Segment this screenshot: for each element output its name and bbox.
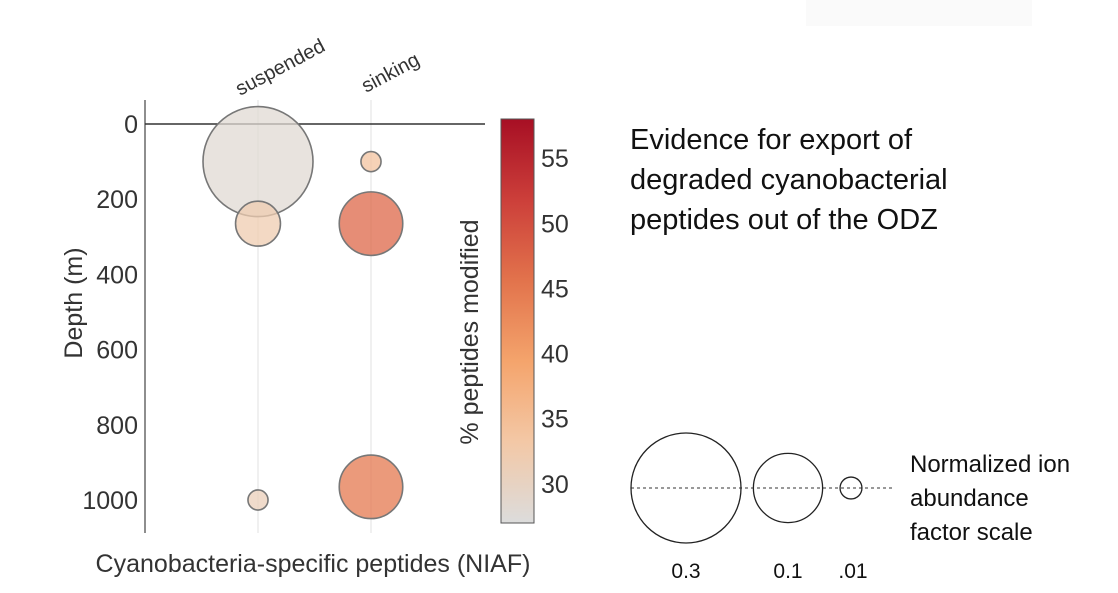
title-line: Evidence for export of [630,124,913,156]
background-panel [806,0,1032,26]
caption-line: factor scale [910,519,1033,546]
y-tick-label: 0 [124,111,138,139]
colorbar [500,118,535,524]
y-tick-label: 200 [96,186,138,214]
bubble-sinking [338,191,404,257]
bubble-suspended [234,200,282,247]
caption-line: Normalized ion [910,451,1071,478]
colorbar-label: % peptides modified [456,219,484,444]
x-axis-label: Cyanobacteria-specific peptides (NIAF) [96,550,531,578]
legend-circle [752,452,824,524]
category-label: sinking [358,49,423,98]
caption-line: abundance [910,485,1029,512]
colorbar-tick-label: 40 [541,341,569,369]
y-tick-label: 400 [96,261,138,289]
category-label: suspended [232,35,329,100]
legend-circle [630,432,742,544]
y-tick-label: 800 [96,412,138,440]
title-line: peptides out of the ODZ [630,204,938,236]
bubble-sinking [360,150,382,173]
legend-circle [839,476,863,500]
legend-value-label: 0.1 [773,560,802,583]
size-legend-caption: Normalized ion abundance factor scale [910,448,1070,550]
legend-value-label: .01 [838,560,867,583]
y-tick-label: 1000 [82,487,138,515]
title-line: degraded cyanobacterial [630,164,948,196]
bubble-suspended [247,489,269,511]
bubble-suspended [202,105,314,218]
colorbar-tick-label: 45 [541,275,569,303]
colorbar-tick-label: 30 [541,471,569,499]
figure-title: Evidence for export of degraded cyanobac… [630,120,1050,240]
legend-value-label: 0.3 [671,560,700,583]
colorbar-tick-label: 35 [541,406,569,434]
bubble-sinking [338,454,404,520]
colorbar-tick-label: 55 [541,145,569,173]
y-axis-label: Depth (m) [60,247,88,358]
colorbar-tick-label: 50 [541,210,569,238]
y-tick-label: 600 [96,337,138,365]
